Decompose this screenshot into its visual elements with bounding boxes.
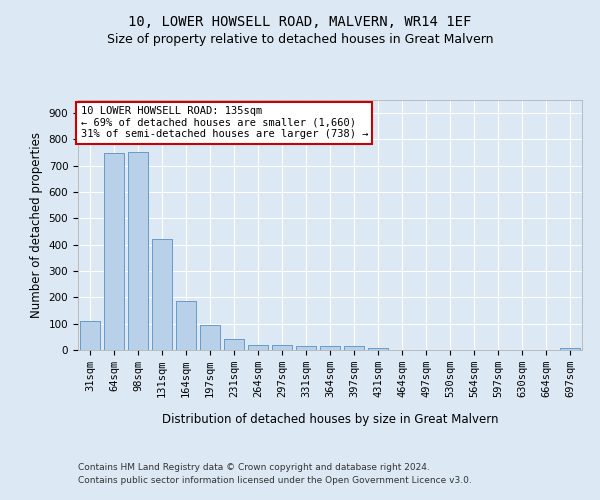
Text: Distribution of detached houses by size in Great Malvern: Distribution of detached houses by size … bbox=[162, 412, 498, 426]
Bar bbox=[80, 321, 100, 350]
Bar bbox=[128, 152, 148, 350]
Bar bbox=[272, 344, 292, 350]
Bar bbox=[560, 348, 580, 350]
Text: 10, LOWER HOWSELL ROAD, MALVERN, WR14 1EF: 10, LOWER HOWSELL ROAD, MALVERN, WR14 1E… bbox=[128, 15, 472, 29]
Bar bbox=[176, 300, 196, 350]
Bar bbox=[200, 324, 220, 350]
Bar bbox=[296, 346, 316, 350]
Bar bbox=[152, 240, 172, 350]
Bar bbox=[248, 344, 268, 350]
Bar bbox=[368, 348, 388, 350]
Y-axis label: Number of detached properties: Number of detached properties bbox=[30, 132, 43, 318]
Text: 10 LOWER HOWSELL ROAD: 135sqm
← 69% of detached houses are smaller (1,660)
31% o: 10 LOWER HOWSELL ROAD: 135sqm ← 69% of d… bbox=[80, 106, 368, 140]
Text: Contains public sector information licensed under the Open Government Licence v3: Contains public sector information licen… bbox=[78, 476, 472, 485]
Text: Contains HM Land Registry data © Crown copyright and database right 2024.: Contains HM Land Registry data © Crown c… bbox=[78, 462, 430, 471]
Bar bbox=[320, 346, 340, 350]
Text: Size of property relative to detached houses in Great Malvern: Size of property relative to detached ho… bbox=[107, 32, 493, 46]
Bar bbox=[104, 153, 124, 350]
Bar bbox=[224, 339, 244, 350]
Bar bbox=[344, 346, 364, 350]
